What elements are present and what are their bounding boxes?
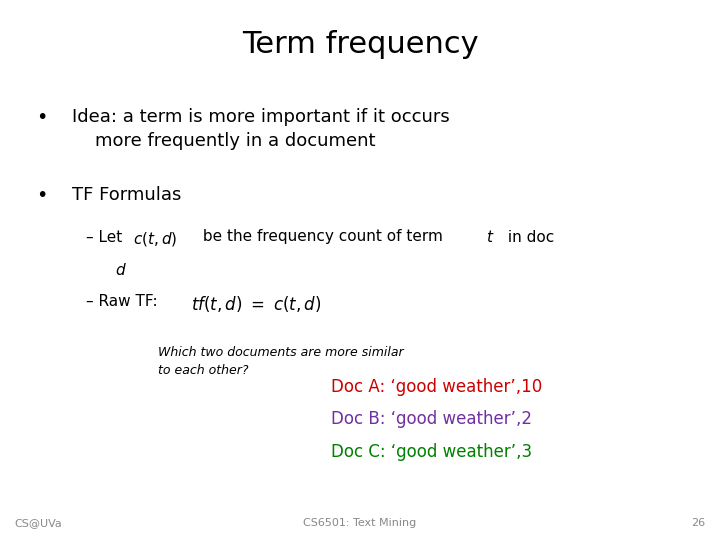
Text: Idea: a term is more important if it occurs
    more frequently in a document: Idea: a term is more important if it occ… xyxy=(72,108,450,150)
Text: $tf(t,d)\ =\ c(t,d)$: $tf(t,d)\ =\ c(t,d)$ xyxy=(191,294,321,314)
Text: in doc: in doc xyxy=(503,230,554,245)
Text: CS@UVa: CS@UVa xyxy=(14,518,62,528)
Text: CS6501: Text Mining: CS6501: Text Mining xyxy=(303,518,417,528)
Text: – Raw TF:: – Raw TF: xyxy=(86,294,168,309)
Text: Term frequency: Term frequency xyxy=(242,30,478,59)
Text: •: • xyxy=(36,108,48,127)
Text: •: • xyxy=(36,186,48,205)
Text: be the frequency count of term: be the frequency count of term xyxy=(198,230,448,245)
Text: $d$: $d$ xyxy=(115,262,127,278)
Text: $t$: $t$ xyxy=(486,230,495,246)
Text: TF Formulas: TF Formulas xyxy=(72,186,181,204)
Text: Doc B: ‘good weather’,2: Doc B: ‘good weather’,2 xyxy=(331,410,532,428)
Text: Doc C: ‘good weather’,3: Doc C: ‘good weather’,3 xyxy=(331,443,532,461)
Text: – Let: – Let xyxy=(86,230,127,245)
Text: $c(t,d)$: $c(t,d)$ xyxy=(133,230,178,247)
Text: 26: 26 xyxy=(691,518,706,528)
Text: Doc A: ‘good weather’,10: Doc A: ‘good weather’,10 xyxy=(331,378,542,396)
Text: Which two documents are more similar
to each other?: Which two documents are more similar to … xyxy=(158,346,404,376)
